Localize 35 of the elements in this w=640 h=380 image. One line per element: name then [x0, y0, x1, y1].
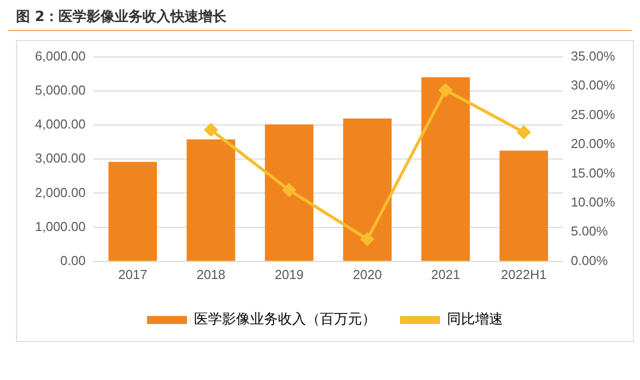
bar	[421, 77, 470, 261]
chart-title: 图 2：医学影像业务收入快速增长	[16, 8, 227, 26]
y2-tick-label: 0.00%	[570, 252, 608, 268]
y2-tick-label: 25.00%	[570, 106, 616, 122]
y-tick-label: 0.00	[60, 252, 86, 268]
bar	[343, 118, 392, 261]
y-tick-label: 4,000.00	[34, 116, 86, 132]
x-tick-label: 2021	[431, 266, 460, 282]
x-tick-label: 2018	[196, 266, 226, 282]
bar	[186, 139, 236, 261]
point	[360, 232, 374, 246]
x-tick-label: 2017	[118, 266, 148, 282]
point	[204, 123, 218, 136]
y2-tick-label: 15.00%	[570, 165, 616, 180]
y2-tick-label: 35.00%	[570, 48, 616, 64]
y-tick-label: 5,000.00	[34, 82, 86, 98]
x-tick-label: 2022H1	[501, 266, 547, 282]
x-tick-label: 2020	[352, 266, 382, 282]
bar	[264, 124, 314, 261]
legend-label: 医学影像业务收入（百万元）	[194, 312, 376, 328]
x-tick-label: 2019	[274, 266, 304, 282]
y-tick-label: 1,000.00	[34, 218, 86, 234]
y2-tick-label: 5.00%	[570, 224, 608, 239]
y2-tick-label: 20.00%	[570, 136, 616, 152]
y-tick-label: 2,000.00	[34, 184, 86, 200]
bar	[108, 162, 157, 261]
y-tick-label: 6,000.00	[34, 48, 86, 64]
y-tick-label: 3,000.00	[34, 150, 86, 166]
point	[282, 184, 296, 197]
bar	[500, 150, 548, 261]
y2-tick-label: 10.00%	[570, 194, 616, 210]
legend-label: 同比增速	[447, 312, 503, 328]
y2-tick-label: 30.00%	[570, 78, 616, 93]
point	[517, 126, 530, 139]
point	[439, 84, 452, 97]
